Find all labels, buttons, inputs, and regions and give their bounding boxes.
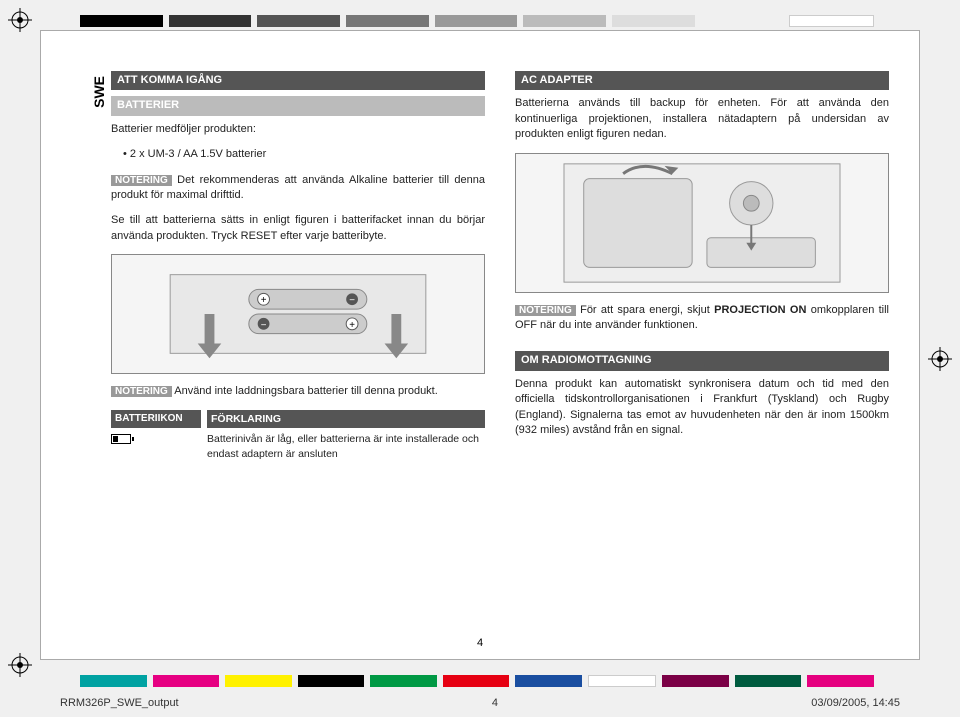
bullet-item: • 2 x UM-3 / AA 1.5V batterier [123, 147, 485, 162]
note-tag: NOTERING [111, 386, 172, 397]
body-text: Denna produkt kan automatiskt synkronise… [515, 377, 889, 439]
body-text: Batterierna används till backup för enhe… [515, 96, 889, 142]
note-text: Använd inte laddningsbara batterier till… [174, 385, 438, 397]
note-paragraph: NOTERING Använd inte laddningsbara batte… [111, 384, 485, 399]
body-text: Se till att batterierna sätts in enligt … [111, 213, 485, 244]
footer-timestamp: 03/09/2005, 14:45 [811, 697, 900, 709]
footer-page: 4 [492, 697, 498, 709]
section-heading: OM RADIOMOTTAGNING [515, 351, 889, 370]
section-subheading: BATTERIER [111, 96, 485, 115]
registration-mark-icon [8, 653, 32, 677]
language-label: SWE [91, 76, 107, 108]
right-column: AC ADAPTER Batterierna används till back… [515, 71, 889, 466]
note-text: För att spara energi, skjut [580, 304, 714, 316]
print-footer: RRM326P_SWE_output 4 03/09/2005, 14:45 [60, 697, 900, 709]
table-header: BATTERIIKON [111, 410, 201, 429]
note-paragraph: NOTERING Det rekommenderas att använda A… [111, 173, 485, 204]
bold-text: PROJECTION ON [714, 304, 806, 316]
table-cell: Batterinivån är låg, eller batterierna ä… [207, 432, 485, 461]
footer-filename: RRM326P_SWE_output [60, 697, 179, 709]
table-header: FÖRKLARING [207, 410, 485, 429]
manual-page: SWE ATT KOMMA IGÅNG BATTERIER Batterier … [40, 30, 920, 660]
svg-text:+: + [349, 320, 355, 331]
note-paragraph: NOTERING För att spara energi, skjut PRO… [515, 303, 889, 334]
body-text: Batterier medföljer produkten: [111, 122, 485, 137]
battery-compartment-illustration: + − − + [111, 254, 485, 374]
registration-mark-icon [8, 8, 32, 32]
battery-low-icon [111, 432, 201, 461]
page-number: 4 [477, 637, 483, 649]
svg-text:+: + [261, 295, 267, 306]
left-column: ATT KOMMA IGÅNG BATTERIER Batterier medf… [111, 71, 485, 466]
note-tag: NOTERING [111, 175, 172, 186]
color-calibration-bar-bottom [80, 675, 880, 687]
note-tag: NOTERING [515, 305, 576, 316]
registration-mark-icon [928, 347, 952, 371]
bullet-text: 2 x UM-3 / AA 1.5V batterier [130, 148, 266, 160]
section-heading: ATT KOMMA IGÅNG [111, 71, 485, 90]
adapter-illustration [515, 153, 889, 293]
svg-text:−: − [349, 295, 355, 306]
section-heading: AC ADAPTER [515, 71, 889, 90]
svg-text:−: − [261, 320, 267, 331]
color-calibration-bar-top [80, 15, 880, 27]
